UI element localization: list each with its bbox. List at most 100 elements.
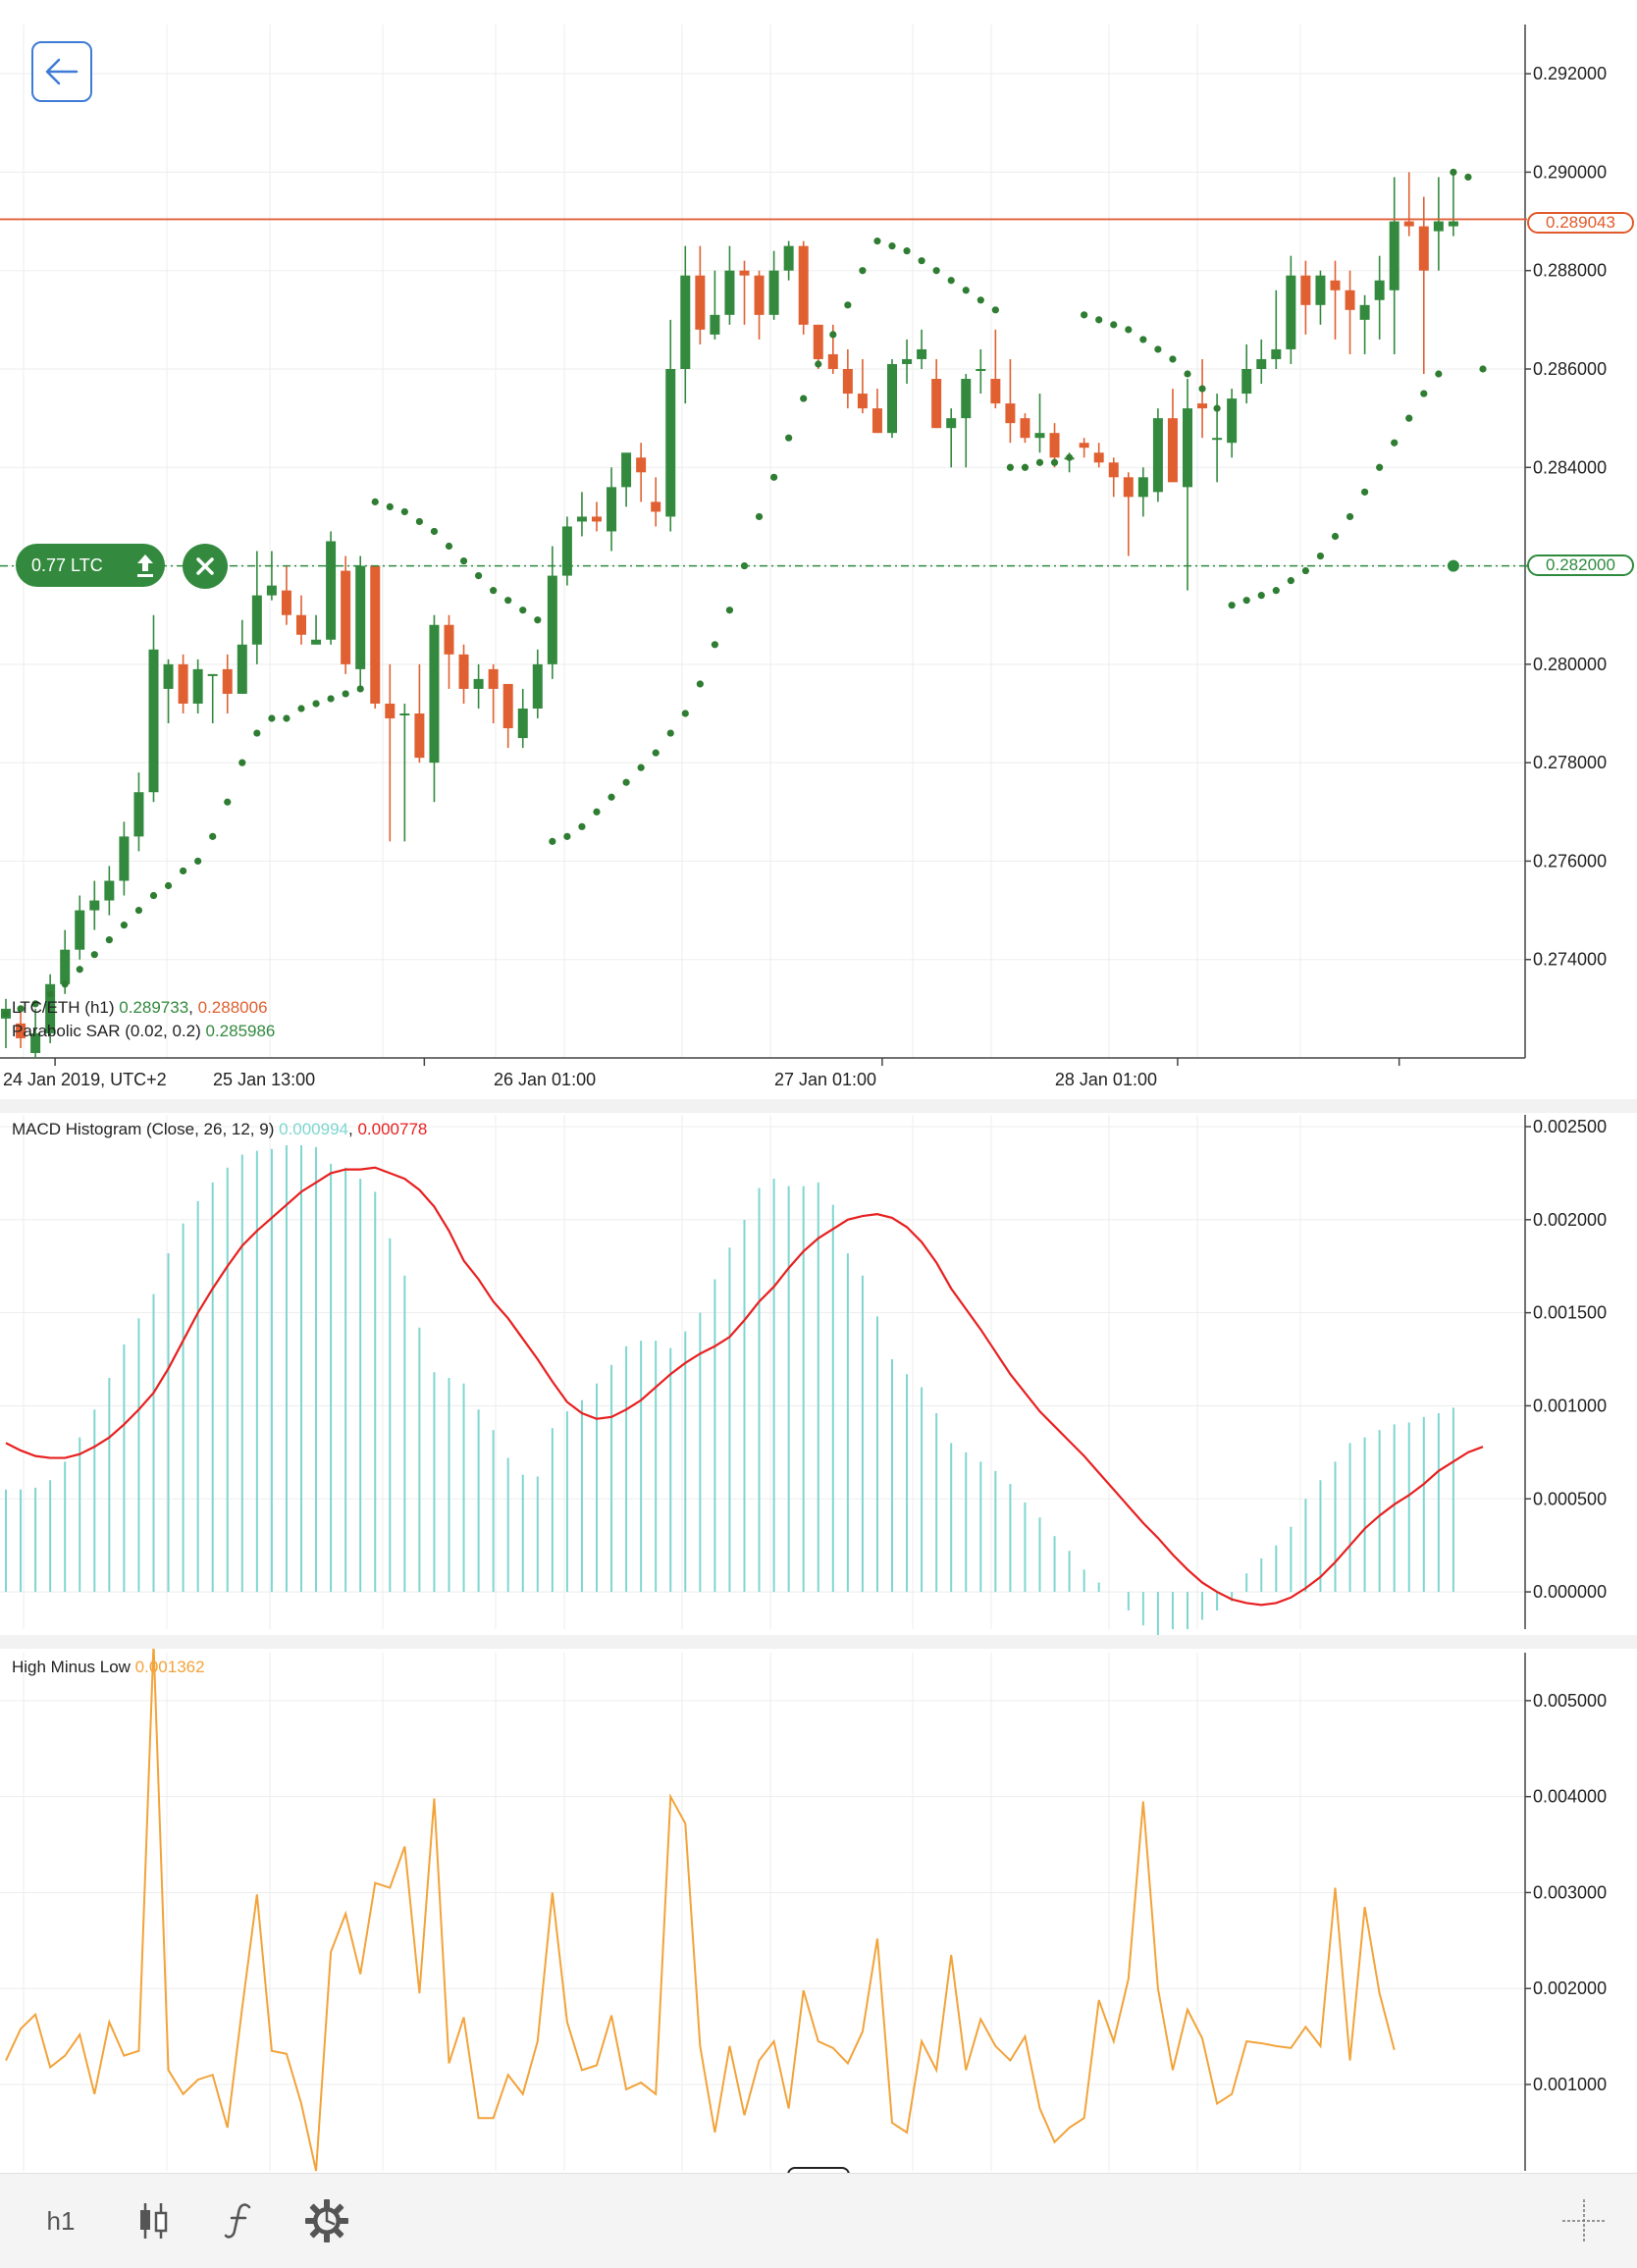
macd-y-tick-label: 0.002500 xyxy=(1533,1117,1607,1136)
crosshair-icon xyxy=(1562,2199,1606,2242)
sar-dot xyxy=(652,749,660,757)
hml-legend: High Minus Low 0.001362 xyxy=(12,1658,205,1676)
sar-dot xyxy=(386,502,394,511)
price-y-tick-label: 0.278000 xyxy=(1533,753,1607,772)
candle xyxy=(724,270,735,315)
pane-divider-1[interactable] xyxy=(0,1099,1637,1113)
sar-dot xyxy=(888,242,896,250)
candle xyxy=(842,369,853,395)
candle xyxy=(222,668,233,694)
candle xyxy=(311,639,322,645)
settings-button[interactable] xyxy=(302,2193,351,2248)
sar-dot xyxy=(253,729,261,737)
sar-dot xyxy=(1228,602,1236,609)
candle xyxy=(1167,418,1178,483)
sar-dot xyxy=(149,891,158,900)
sar-dot xyxy=(268,714,276,722)
sar-dot xyxy=(1125,326,1133,334)
chart-type-button[interactable] xyxy=(132,2193,175,2248)
hml-y-tick-label: 0.004000 xyxy=(1533,1787,1607,1807)
sar-dot xyxy=(490,587,498,595)
sar-dot xyxy=(504,597,512,605)
sar-dot xyxy=(31,1000,39,1008)
candle xyxy=(473,678,484,689)
close-order-button[interactable] xyxy=(183,544,228,589)
sar-dot xyxy=(844,301,852,309)
candlestick-icon xyxy=(140,2203,168,2239)
sar-dot xyxy=(1184,370,1191,378)
price-y-tick-label: 0.274000 xyxy=(1533,950,1607,970)
candle xyxy=(16,1023,26,1038)
indicators-button[interactable] xyxy=(218,2193,261,2248)
sar-dot xyxy=(1450,168,1457,177)
candle xyxy=(385,703,396,719)
sar-dot xyxy=(430,527,439,536)
candle xyxy=(502,683,513,729)
price-x-tick-label: 27 Jan 01:00 xyxy=(774,1070,876,1089)
macd-y-tick-label: 0.000000 xyxy=(1533,1582,1607,1602)
candle xyxy=(148,649,159,793)
price-y-tick-label: 0.286000 xyxy=(1533,359,1607,379)
candle xyxy=(931,379,942,429)
sar-dot xyxy=(1154,345,1162,353)
candle xyxy=(827,353,838,369)
candle xyxy=(651,501,661,512)
timeframe-button[interactable]: h1 xyxy=(39,2193,82,2248)
timeframe-label: h1 xyxy=(46,2205,76,2236)
sar-dot xyxy=(76,966,83,974)
sar-dot xyxy=(283,714,290,722)
sar-dot xyxy=(459,556,468,565)
sar-dot xyxy=(1006,463,1014,471)
bottom-toolbar: h1 xyxy=(0,2173,1637,2268)
candle xyxy=(281,590,291,615)
macd-pane: 0.002500 0.002000 0.001500 0.001000 0.000500… xyxy=(0,1115,1607,1639)
candle xyxy=(1433,221,1444,232)
candle xyxy=(547,575,557,664)
hml-line xyxy=(5,1643,1396,2172)
sar-dot xyxy=(962,287,970,294)
sar-dot xyxy=(46,990,54,998)
sar-dot xyxy=(563,832,571,840)
sar-dot xyxy=(342,690,349,698)
sar-dot xyxy=(903,247,911,255)
candle xyxy=(326,541,337,640)
sar-dot xyxy=(1272,587,1280,595)
candle xyxy=(458,654,469,689)
pane-divider-2[interactable] xyxy=(0,1635,1637,1649)
candle xyxy=(1256,358,1267,369)
sar-dot xyxy=(180,867,187,875)
sar-dot xyxy=(593,808,601,816)
candle xyxy=(532,663,543,709)
sar-dot xyxy=(1242,597,1250,605)
candle xyxy=(902,358,913,364)
crosshair-button[interactable] xyxy=(1557,2193,1611,2248)
sar-dot xyxy=(1198,385,1206,393)
sar-dot xyxy=(932,267,940,275)
candle xyxy=(75,910,85,950)
sar-dot xyxy=(711,641,719,649)
sar-dot xyxy=(622,778,630,786)
sar-dot xyxy=(1081,311,1088,319)
candle xyxy=(1300,275,1311,305)
macd-legend: MACD Histogram (Close, 26, 12, 9) 0.0009… xyxy=(12,1120,427,1138)
candle xyxy=(45,983,56,1033)
sar-dot xyxy=(947,277,955,285)
sar-dot xyxy=(17,1005,25,1013)
sar-dot xyxy=(770,473,778,481)
candle xyxy=(798,245,809,325)
sar-dot xyxy=(1479,365,1487,373)
candle xyxy=(871,408,882,434)
candle xyxy=(341,570,351,664)
order-position-pill[interactable]: 0.77 LTC xyxy=(16,544,165,587)
sar-dot xyxy=(1257,592,1265,600)
order-marker xyxy=(1447,559,1459,572)
sar-dot xyxy=(1035,458,1044,466)
candle xyxy=(444,624,454,655)
back-button[interactable] xyxy=(31,41,92,102)
sar-dot xyxy=(977,296,984,304)
candle xyxy=(976,369,986,371)
sar-dot xyxy=(800,395,808,402)
price-y-tick-label: 0.276000 xyxy=(1533,851,1607,870)
sar-dot xyxy=(312,700,320,708)
